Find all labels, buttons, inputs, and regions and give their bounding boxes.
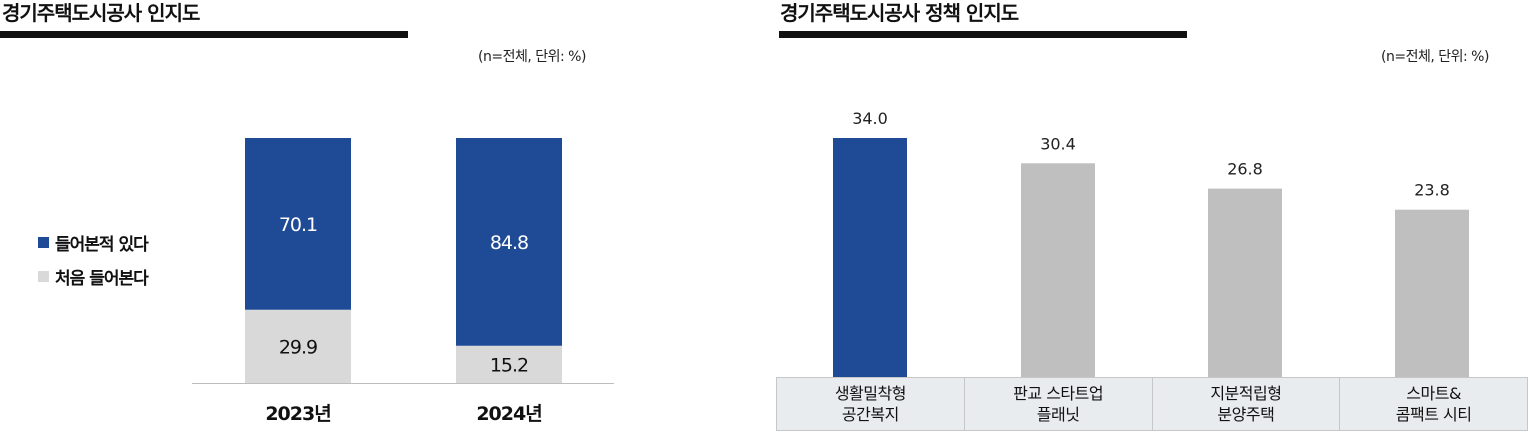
data-label: 84.8 — [490, 232, 528, 254]
right-title-rule — [779, 31, 1187, 38]
legend-swatch-heard — [38, 236, 49, 248]
data-label: 34.0 — [852, 109, 888, 128]
bar-segment-heard — [456, 138, 562, 346]
bar-segment-first-time — [245, 309, 351, 383]
category-table: 생활밀착형 공간복지 판교 스타트업 플래닛 지분적립형 분양주택 스마트& 콤… — [776, 377, 1528, 431]
right-chart-title: 경기주택도시공사 정책 인지도 — [780, 1, 1019, 25]
bar — [1208, 188, 1282, 377]
data-label: 26.8 — [1227, 160, 1263, 179]
data-label: 15.2 — [490, 354, 528, 376]
bar-segment-heard — [245, 138, 351, 310]
bar — [833, 138, 907, 377]
data-label: 23.8 — [1414, 181, 1450, 200]
category-cell: 지분적립형 분양주택 — [1153, 378, 1341, 430]
x-tick-label: 2024년 — [476, 403, 541, 425]
legend-swatch-first-time — [38, 270, 49, 282]
data-label: 70.1 — [279, 214, 317, 236]
bar — [1395, 209, 1469, 377]
legend-item-heard: 들어본적 있다 — [38, 225, 149, 259]
x-tick-label: 2023년 — [265, 403, 330, 425]
data-label: 30.4 — [1040, 134, 1076, 153]
bar — [1021, 163, 1095, 377]
legend-label-first-time: 처음 들어본다 — [55, 268, 149, 289]
left-legend: 들어본적 있다 처음 들어본다 — [38, 225, 149, 293]
category-cell: 판교 스타트업 플래닛 — [965, 378, 1153, 430]
left-stacked-bar-chart: 29.9 70.1 2023년 15.2 84.8 2024년 — [192, 138, 614, 425]
category-cell: 생활밀착형 공간복지 — [776, 378, 965, 430]
right-unit-note: (n=전체, 단위: %) — [1381, 49, 1489, 65]
left-title-rule — [0, 31, 408, 38]
left-chart-title: 경기주택도시공사 인지도 — [2, 1, 200, 25]
left-unit-note: (n=전체, 단위: %) — [478, 49, 586, 65]
legend-label-heard: 들어본적 있다 — [55, 234, 149, 255]
legend-item-first-time: 처음 들어본다 — [38, 259, 149, 293]
data-label: 29.9 — [279, 336, 317, 358]
bar-segment-first-time — [456, 345, 562, 383]
category-cell: 스마트& 콤팩트 시티 — [1340, 378, 1528, 430]
